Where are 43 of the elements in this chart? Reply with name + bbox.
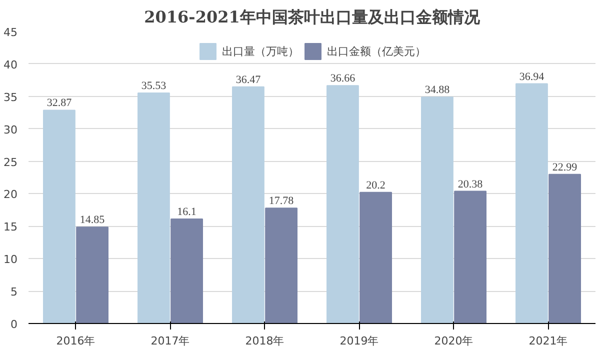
bar: [43, 110, 76, 324]
y-tick-label: 35: [4, 90, 18, 104]
data-label: 14.85: [80, 214, 106, 226]
bar: [421, 96, 454, 324]
y-tick-label: 15: [4, 220, 18, 234]
y-tick-label: 0: [10, 318, 18, 331]
y-tick-label: 20: [4, 188, 18, 202]
x-tick-label: 2021年: [528, 334, 568, 348]
bar: [265, 208, 298, 324]
data-label: 32.87: [46, 97, 72, 110]
x-tick-label: 2019年: [340, 334, 379, 348]
x-tick-label: 2018年: [245, 334, 284, 348]
bar: [326, 85, 359, 324]
bar: [76, 226, 108, 324]
data-label: 16.1: [177, 206, 196, 218]
x-tick-label: 2016年: [56, 334, 96, 348]
bar: [454, 190, 486, 324]
y-tick-label: 10: [4, 253, 18, 266]
bar: [360, 192, 392, 324]
chart-title: 2016-2021年中国茶叶出口量及出口金额情况: [144, 8, 481, 26]
data-label: 34.88: [424, 84, 450, 96]
data-label: 20.2: [366, 179, 386, 192]
data-label: 36.94: [519, 70, 545, 83]
y-tick-label: 25: [4, 156, 18, 169]
data-label: 17.78: [268, 195, 294, 208]
y-tick-label: 40: [4, 58, 18, 72]
legend-label: 出口金额（亿美元）: [327, 44, 426, 58]
y-tick-label: 45: [4, 26, 18, 39]
bar: [516, 83, 548, 324]
bar: [232, 86, 264, 324]
data-label: 36.66: [330, 72, 356, 85]
data-label: 20.38: [458, 178, 484, 190]
x-tick-label: 2020年: [434, 334, 474, 348]
y-tick-label: 30: [4, 123, 18, 136]
data-label: 35.53: [141, 80, 167, 92]
x-tick-label: 2017年: [150, 334, 190, 348]
data-label: 36.47: [236, 74, 262, 86]
legend-label: 出口量（万吨）: [222, 44, 299, 58]
y-tick-label: 5: [10, 286, 18, 299]
bar: [170, 218, 203, 324]
bar: [138, 92, 170, 324]
bar: [548, 174, 581, 324]
data-label: 22.99: [552, 161, 578, 174]
